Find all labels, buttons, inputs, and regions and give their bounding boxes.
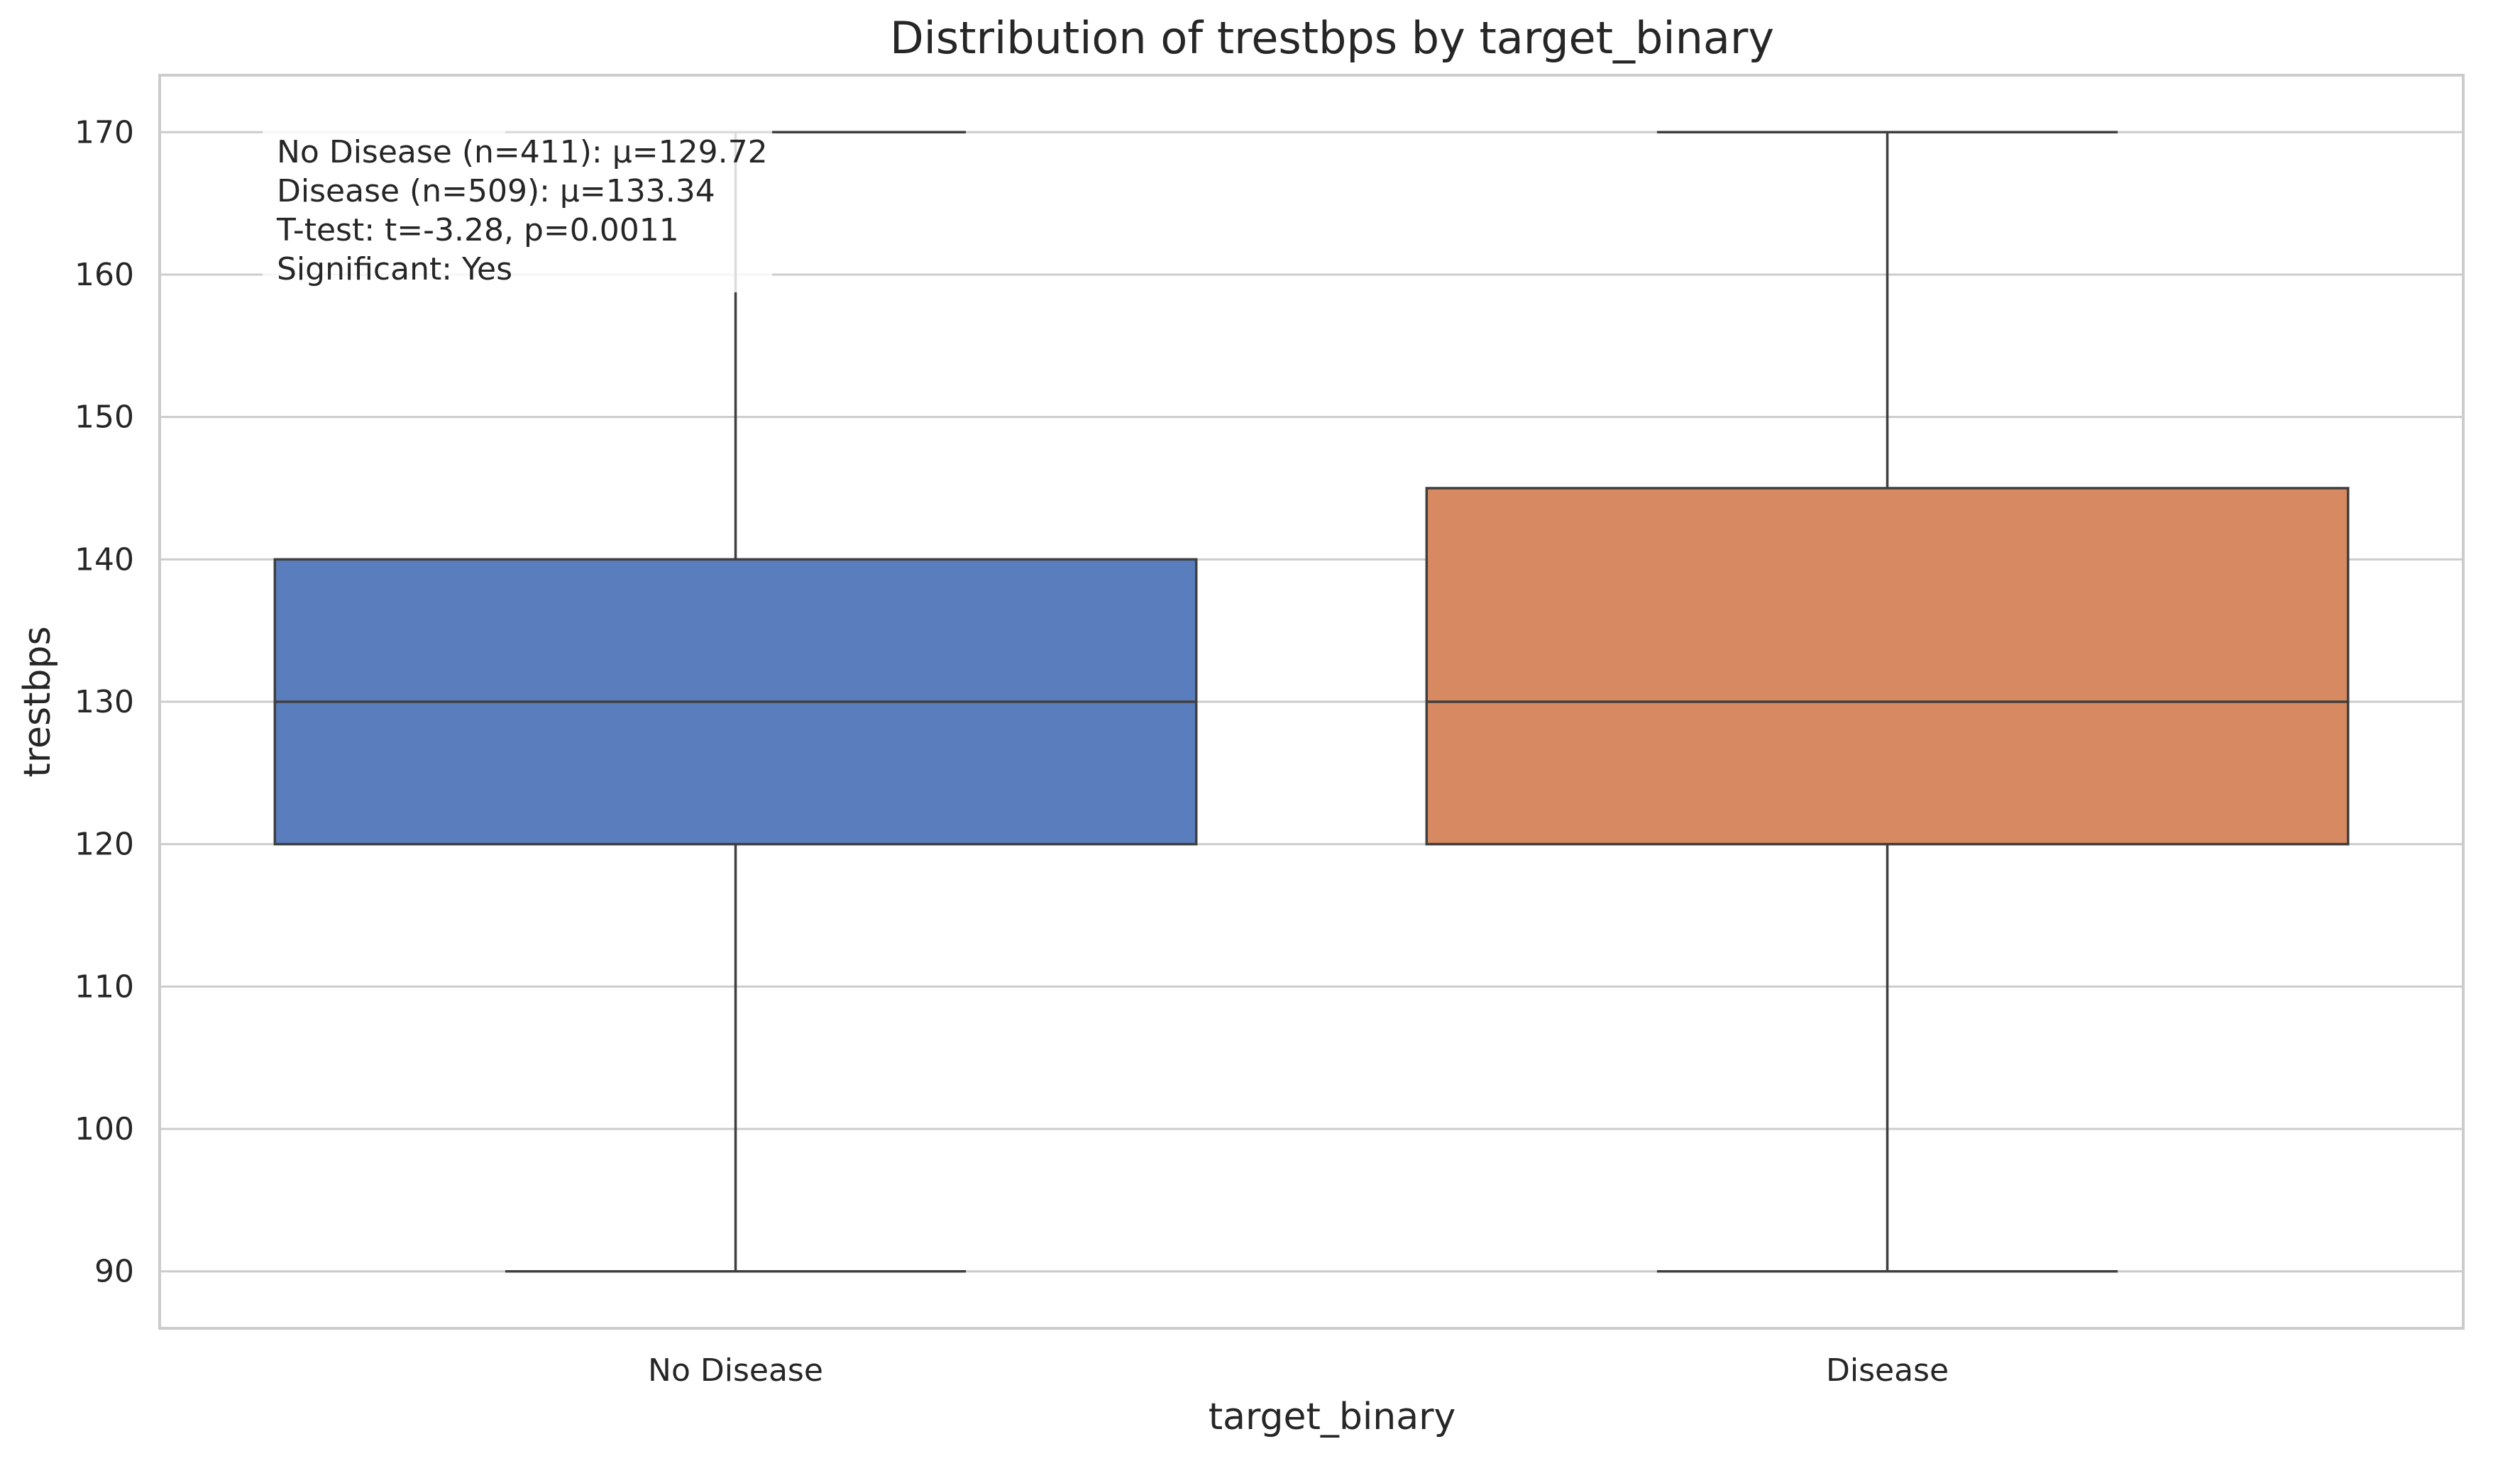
box-disease (1425, 131, 2350, 1273)
tick-labels: 90 100 110 120 130 140 150 160 170 No Disease Dise… (75, 114, 1949, 1389)
y-tick-label: 100 (75, 1111, 134, 1147)
x-tick-label: Disease (1826, 1352, 1949, 1389)
annotation-line-1: No Disease (n=411): μ=129.72 (277, 134, 768, 170)
annotation-background (263, 121, 772, 292)
stats-annotation: No Disease (n=411): μ=129.72 Disease (n=… (263, 121, 772, 292)
x-tick-label: No Disease (648, 1352, 823, 1389)
annotation-line-2: Disease (n=509): μ=133.34 (277, 173, 715, 209)
chart-title: Distribution of trestbps by target_binar… (890, 12, 1774, 64)
y-tick-label: 130 (75, 684, 134, 720)
y-tick-label: 140 (75, 541, 134, 578)
x-axis-label: target_binary (1209, 1396, 1456, 1438)
box-no-disease (273, 131, 1198, 1273)
y-tick-label: 110 (75, 969, 134, 1005)
plot-frame (158, 74, 2465, 1330)
y-tick-label: 170 (75, 114, 134, 150)
boxes (273, 131, 2350, 1273)
y-tick-label: 120 (75, 827, 134, 863)
iqr-box (1425, 487, 2350, 846)
y-axis-label: trestbps (16, 626, 59, 777)
annotation-line-4: Significant: Yes (277, 251, 512, 287)
y-tick-label: 160 (75, 257, 134, 293)
annotation-line-3: T-test: t=-3.28, p=0.0011 (276, 212, 679, 248)
y-tick-label: 90 (94, 1254, 134, 1290)
y-tick-label: 150 (75, 399, 134, 436)
